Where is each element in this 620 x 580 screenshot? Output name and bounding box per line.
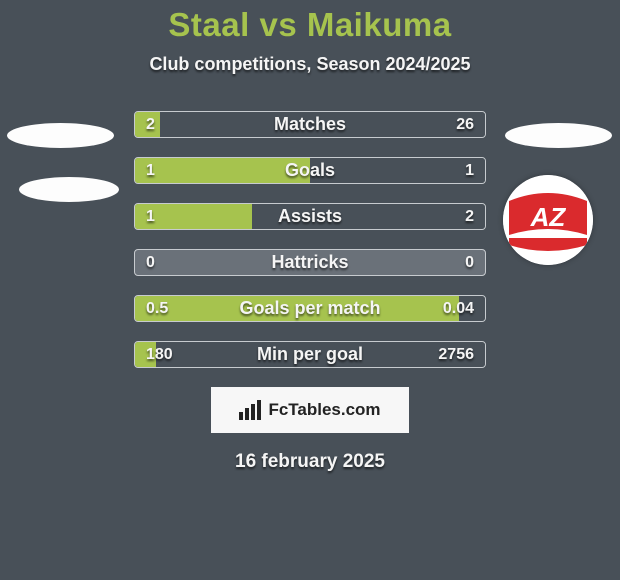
fctables-icon — [239, 400, 261, 420]
az-logo: AZ — [503, 175, 593, 265]
stat-value-right: 26 — [456, 116, 474, 134]
stat-row: Assists12 — [134, 203, 486, 230]
stat-labels: 0.5 0.04 — [134, 295, 486, 322]
player-left-badge-oval-2 — [19, 177, 119, 202]
subtitle: Club competitions, Season 2024/2025 — [0, 54, 620, 75]
stat-labels: 12 — [134, 203, 486, 230]
fctables-text: FcTables.com — [268, 400, 380, 420]
az-alkmaar-badge: AZ — [503, 175, 593, 265]
stat-value-left: 0.5 — [146, 300, 168, 318]
stat-value-left: 2 — [146, 116, 155, 134]
stat-value-left: 1 — [146, 162, 155, 180]
stat-row: Goals per match0.50.04 — [134, 295, 486, 322]
az-logo-text: AZ — [530, 202, 567, 232]
stat-row: Matches226 — [134, 111, 486, 138]
stat-value-left: 1 — [146, 208, 155, 226]
stat-labels: 11 — [134, 157, 486, 184]
stat-labels: 180 2756 — [134, 341, 486, 368]
date: 16 february 2025 — [0, 451, 620, 473]
infographic-container: Staal vs Maikuma Club competitions, Seas… — [0, 0, 620, 580]
stat-value-right: 0.04 — [443, 300, 474, 318]
stat-row: Goals11 — [134, 157, 486, 184]
stats-block: Matches226Goals11Assists12Hattricks00Goa… — [134, 111, 486, 368]
az-logo-svg: AZ — [503, 175, 593, 265]
stat-row: Hattricks00 — [134, 249, 486, 276]
stat-labels: 2 26 — [134, 111, 486, 138]
fctables-brand: FcTables.com — [211, 387, 409, 433]
stat-value-left: 180 — [146, 346, 173, 364]
stat-value-right: 1 — [465, 162, 474, 180]
stat-value-right: 2756 — [438, 346, 474, 364]
stat-labels: 00 — [134, 249, 486, 276]
player-left-badge-oval — [7, 123, 114, 148]
stat-value-left: 0 — [146, 254, 155, 272]
stat-row: Min per goal1802756 — [134, 341, 486, 368]
stat-value-right: 2 — [465, 208, 474, 226]
page-title: Staal vs Maikuma — [0, 6, 620, 44]
player-right-badge-oval — [505, 123, 612, 148]
stat-value-right: 0 — [465, 254, 474, 272]
